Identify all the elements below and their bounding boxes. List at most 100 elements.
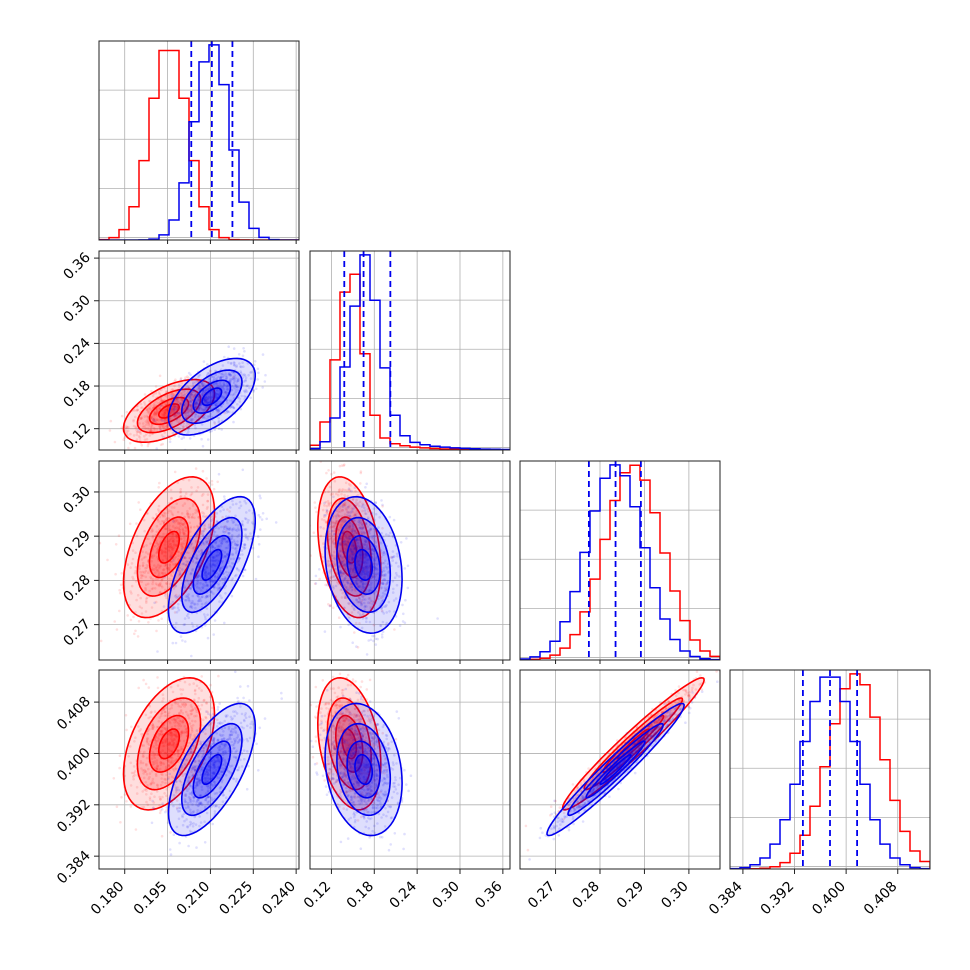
scatter-point (236, 568, 239, 571)
scatter-point (174, 427, 177, 431)
scatter-point (190, 542, 193, 546)
scatter-point (189, 526, 192, 530)
scatter-point (181, 420, 184, 423)
scatter-point (167, 406, 170, 409)
scatter-point (203, 527, 206, 530)
scatter-point (220, 505, 224, 509)
scatter-point (331, 492, 335, 496)
scatter-point (177, 522, 181, 525)
scatter-point (183, 617, 187, 620)
scatter-point (335, 509, 339, 512)
scatter-point (156, 461, 159, 464)
scatter-point (132, 434, 136, 437)
scatter-point (203, 413, 207, 417)
scatter-point (185, 551, 188, 554)
scatter-point (189, 400, 193, 404)
scatter-point (343, 513, 347, 516)
scatter-point (346, 513, 349, 517)
scatter-point (154, 412, 158, 416)
scatter-point (223, 384, 226, 387)
scatter-point (192, 410, 195, 414)
scatter-point (190, 399, 193, 403)
scatter-point (406, 586, 410, 590)
scatter-point (222, 381, 226, 385)
scatter-point (174, 543, 178, 547)
scatter-point (332, 538, 336, 542)
contour-line (181, 369, 243, 425)
scatter-point (150, 416, 153, 419)
scatter-point (204, 406, 207, 409)
scatter-point (179, 402, 182, 406)
scatter-point (226, 508, 229, 511)
scatter-point (227, 531, 230, 535)
scatter-point (119, 583, 123, 587)
scatter-point (152, 568, 156, 571)
scatter-point (323, 519, 326, 522)
scatter-point (174, 544, 178, 547)
scatter-point (329, 604, 332, 607)
scatter-point (168, 542, 172, 546)
scatter-point (214, 394, 218, 398)
scatter-point (246, 384, 249, 388)
scatter-point (351, 497, 355, 501)
scatter-point (354, 529, 357, 533)
scatter-point (322, 542, 325, 545)
scatter-point (130, 584, 134, 588)
scatter-point (216, 550, 219, 554)
scatter-point (125, 426, 129, 429)
scatter-point (166, 424, 170, 428)
scatter-point (216, 544, 219, 548)
scatter-point (234, 528, 237, 532)
scatter-point (219, 375, 223, 379)
scatter-point (150, 587, 154, 591)
scatter-point (212, 528, 215, 532)
scatter-point (173, 594, 177, 598)
density-fill (202, 388, 222, 406)
scatter-point (220, 596, 223, 600)
scatter-point (198, 402, 201, 406)
scatter-point (196, 575, 200, 579)
scatter-point (188, 556, 191, 560)
scatter-point (189, 572, 193, 576)
scatter-point (204, 581, 208, 584)
scatter-point (213, 586, 216, 590)
scatter-point (347, 557, 351, 560)
scatter-point (221, 364, 225, 367)
scatter-point (112, 777, 116, 780)
scatter-point (203, 401, 206, 404)
scatter-point (181, 394, 184, 397)
scatter-point (339, 547, 343, 550)
scatter-point (356, 577, 359, 581)
scatter-point (120, 796, 123, 799)
scatter-point (126, 563, 130, 566)
scatter-point (170, 545, 173, 548)
scatter-point (196, 525, 200, 529)
scatter-point (201, 541, 204, 545)
scatter-point (240, 549, 244, 552)
scatter-point (145, 564, 149, 567)
scatter-point (172, 546, 175, 549)
scatter-point (346, 539, 349, 542)
scatter-point (164, 421, 167, 425)
scatter-point (325, 504, 329, 508)
scatter-point (151, 416, 154, 420)
scatter-point (205, 396, 209, 400)
scatter-point (214, 564, 217, 568)
scatter-point (340, 523, 343, 526)
scatter-point (401, 603, 404, 607)
scatter-point (138, 436, 142, 439)
scatter-point (160, 388, 163, 392)
scatter-point (213, 377, 216, 381)
scatter-point (342, 562, 345, 566)
scatter-point (190, 602, 193, 605)
scatter-point (218, 568, 222, 572)
scatter-point (228, 526, 232, 530)
scatter-point (324, 583, 327, 587)
scatter-point (144, 569, 148, 573)
scatter-point (214, 369, 217, 373)
scatter-point (212, 633, 215, 636)
scatter-point (162, 424, 165, 428)
scatter-point (201, 503, 205, 507)
scatter-point (219, 585, 222, 589)
scatter-point (178, 418, 182, 422)
